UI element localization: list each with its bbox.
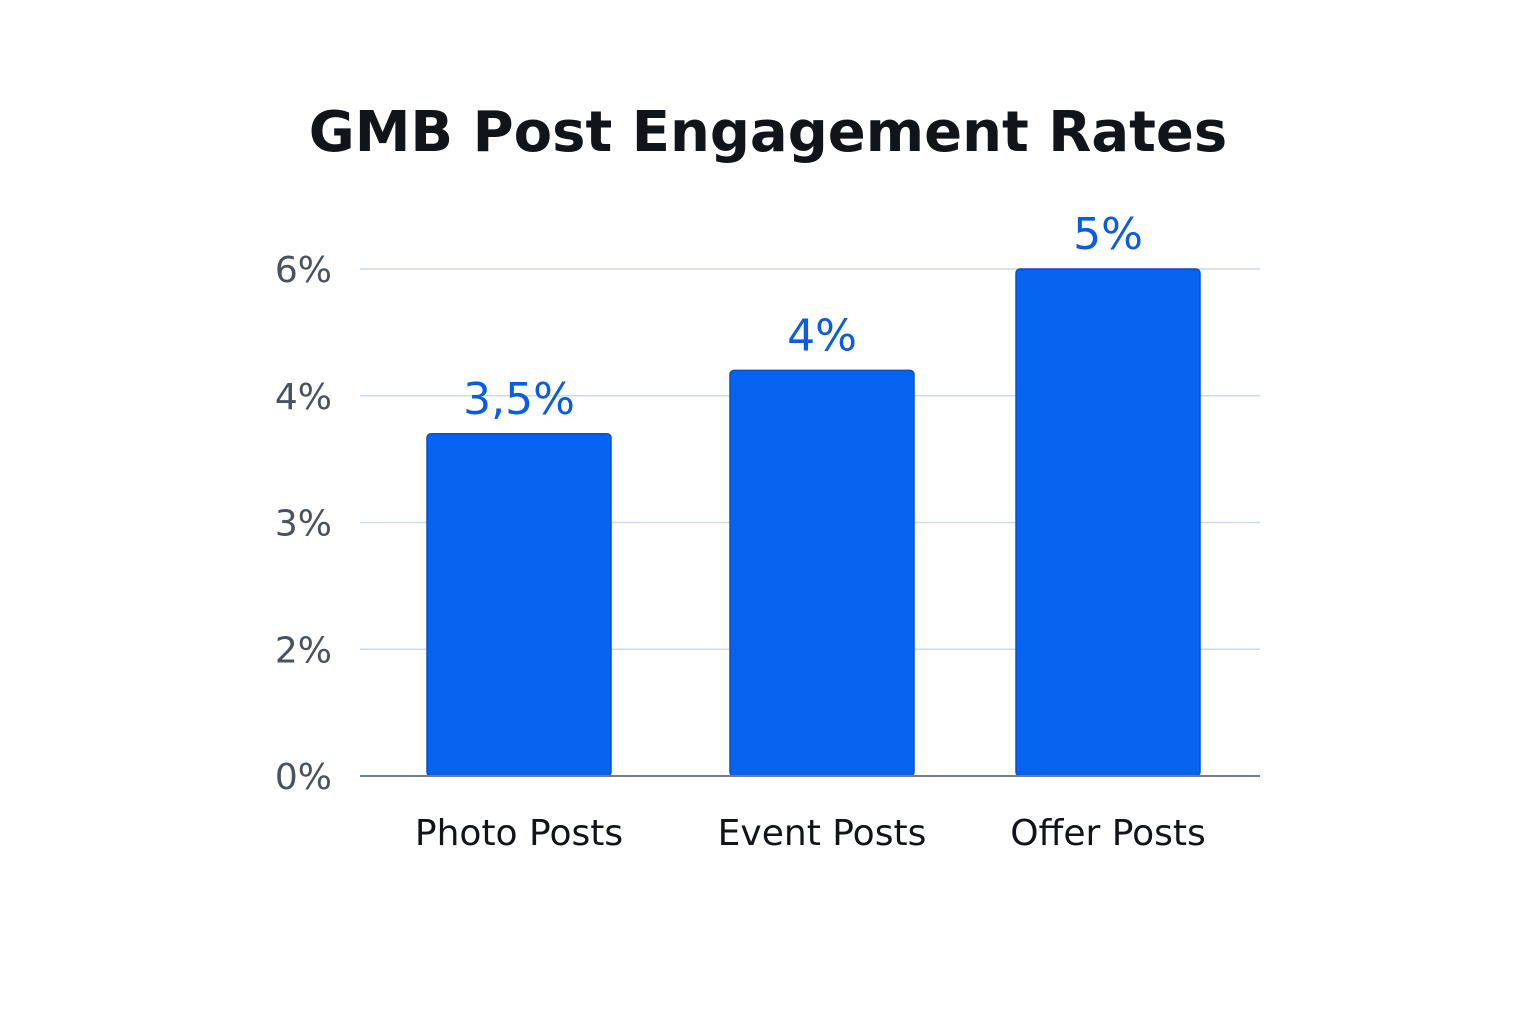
bar-event-posts [729, 369, 915, 777]
y-tick-label: 4% [275, 377, 332, 418]
x-category-label: Offer Posts [1010, 813, 1206, 854]
chart-title: GMB Post Engagement Rates [308, 100, 1228, 165]
x-category-label: Photo Posts [415, 813, 623, 854]
data-label: 5% [1073, 209, 1143, 260]
y-tick-label: 2% [275, 630, 332, 671]
data-labels: 3,5% 4% 5% [463, 209, 1143, 425]
bar-offer-posts [1015, 268, 1201, 777]
bars [426, 268, 1201, 777]
data-label: 3,5% [463, 374, 575, 425]
y-tick-label: 6% [275, 250, 332, 291]
y-tick-label: 3% [275, 504, 332, 545]
x-category-label: Event Posts [718, 813, 927, 854]
data-label: 4% [787, 310, 857, 361]
y-tick-label: 0% [275, 757, 332, 798]
category-labels: Photo Posts Event Posts Offer Posts [415, 813, 1206, 854]
bar-photo-posts [426, 433, 612, 777]
y-axis-ticks: 0% 2% 3% 4% 6% [275, 250, 332, 798]
